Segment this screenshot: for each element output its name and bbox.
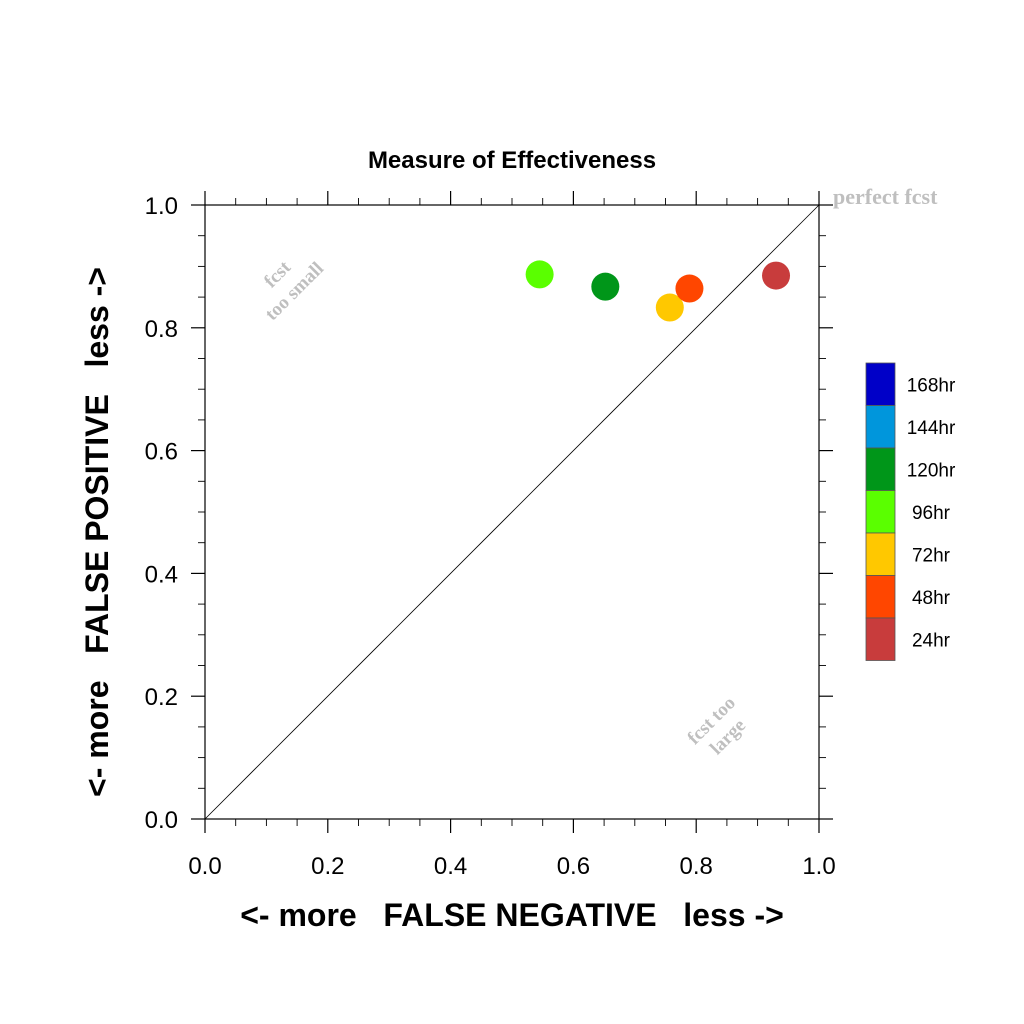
data-points — [525, 260, 791, 322]
legend-label: 96hr — [912, 503, 951, 524]
legend-swatch — [865, 405, 896, 449]
x-axis-label: <- more FALSE NEGATIVE less -> — [240, 897, 784, 933]
annotation-perfect-fcst: perfect fcst — [833, 184, 938, 209]
y-axis-label: <- more FALSE POSITIVE less -> — [79, 267, 115, 797]
legend-swatch — [865, 617, 896, 661]
legend-label: 144hr — [907, 418, 956, 439]
annotation-too-small: fcst too small — [260, 257, 328, 325]
data-point — [675, 274, 704, 303]
y-tick-label: 0.0 — [145, 807, 178, 834]
legend-label: 24hr — [912, 630, 951, 651]
data-point — [762, 261, 791, 290]
legend-swatch — [865, 575, 896, 619]
legend-swatch — [865, 447, 896, 491]
y-tick-label: 0.8 — [145, 316, 178, 343]
y-tick-label: 0.4 — [145, 561, 178, 588]
x-tick-label: 0.8 — [680, 853, 713, 880]
legend-swatch — [865, 532, 896, 576]
data-point — [591, 272, 620, 301]
y-tick-label: 1.0 — [145, 193, 178, 220]
perfect-forecast-diagonal — [204, 204, 820, 820]
legend-label: 120hr — [907, 460, 956, 481]
legend-label: 168hr — [907, 375, 956, 396]
annotation-too-large: fcst too large — [684, 693, 750, 759]
x-tick-labels: 0.0 0.2 0.4 0.6 0.8 1.0 — [188, 853, 835, 880]
y-tick-labels: 0.0 0.2 0.4 0.6 0.8 1.0 — [145, 193, 178, 834]
x-tick-label: 0.2 — [311, 853, 344, 880]
legend-swatch — [865, 362, 896, 406]
y-tick-label: 0.6 — [145, 439, 178, 466]
x-tick-label: 0.4 — [434, 853, 467, 880]
data-point — [525, 260, 554, 289]
chart-title: Measure of Effectiveness — [368, 147, 656, 174]
tick-marks — [191, 191, 833, 833]
x-tick-label: 1.0 — [802, 853, 835, 880]
legend-label: 48hr — [912, 588, 951, 609]
data-point — [655, 293, 684, 322]
x-tick-label: 0.6 — [557, 853, 590, 880]
legend: 168hr 144hr 120hr 96hr 72hr 48hr 24hr — [865, 362, 956, 661]
y-tick-label: 0.2 — [145, 684, 178, 711]
legend-swatch — [865, 490, 896, 534]
x-tick-label: 0.0 — [188, 853, 221, 880]
legend-label: 72hr — [912, 545, 951, 566]
